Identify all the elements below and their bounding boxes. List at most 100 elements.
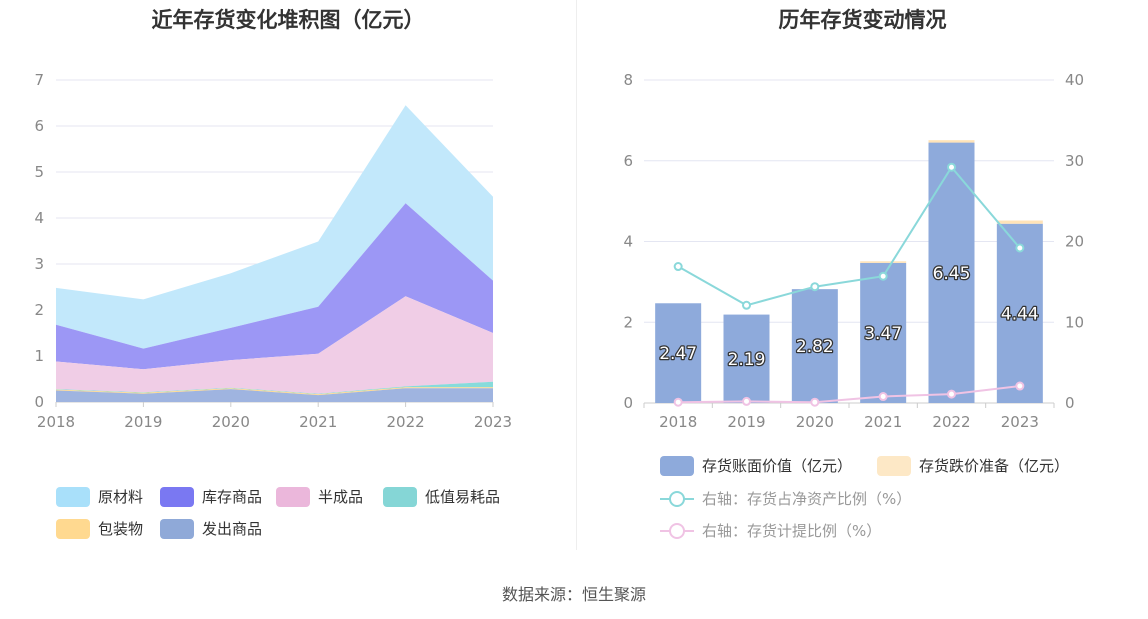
line-point: [1015, 243, 1025, 253]
y2-tick-label: 0: [1065, 394, 1075, 412]
x-tick-label: 2022: [387, 413, 425, 431]
bar-存货账面价值（亿元）: [860, 262, 907, 403]
legend-item[interactable]: 右轴：存货计提比例（%）: [660, 520, 881, 541]
stacked-area-chart-panel: 近年存货变化堆积图（亿元） 0 1 2 3 4 5 6 7 2018 2019 2020 2021 20…: [0, 0, 576, 560]
chart-title: 近年存货变化堆积图（亿元）: [151, 8, 425, 32]
y-tick-label: 6: [34, 117, 44, 135]
bar-存货账面价值（亿元）: [655, 303, 702, 403]
data-source-note: 数据来源：恒生聚源: [501, 585, 646, 604]
y-tick-label: 0: [623, 394, 633, 412]
legend-swatch: [56, 486, 90, 507]
legend-item[interactable]: 右轴：存货占净资产比例（%）: [660, 488, 911, 509]
legend-item[interactable]: 存货账面价值（亿元）: [660, 455, 852, 476]
legend-label: 发出商品: [202, 520, 263, 538]
line-point: [742, 300, 751, 310]
line-point: [673, 397, 683, 407]
x-tick-label: 2021: [864, 413, 902, 431]
y-tick-label: 1: [34, 347, 44, 365]
legend-item[interactable]: 原材料: [56, 486, 143, 507]
area-发出商品: [56, 388, 493, 402]
line-point: [673, 262, 683, 272]
x-tick-label: 2019: [727, 413, 765, 431]
y2-tick-label: 40: [1065, 71, 1084, 89]
y-tick-label: 7: [34, 71, 44, 89]
inventory-bar-line-chart: 0 2 4 6 8 0 10 20 30 40 2018 2019 2020 2021 2022 2023 2.…: [623, 71, 1084, 431]
area-半成品: [56, 296, 493, 394]
area-库存商品: [56, 203, 493, 370]
line-point: [878, 271, 888, 281]
y-tick-label: 2: [623, 313, 633, 331]
area-包装物: [56, 387, 493, 396]
legend-label: 包装物: [98, 520, 144, 538]
inventory-bar-chart-panel: 历年存货变动情况 0 2 4 6 8 0 10 20 30 40 2018 2019 2020 2021 2…: [577, 0, 1148, 560]
legend-label: 存货账面价值（亿元）: [702, 457, 853, 475]
bar-存货账面价值（亿元）: [791, 289, 838, 403]
bar-value-label: 2.47: [659, 344, 697, 364]
panel-divider: [576, 0, 577, 550]
stacked-area-chart: 0 1 2 3 4 5 6 7 2018 2019 2020 2021 2022 2023: [34, 71, 512, 431]
bar-存货跌价准备（亿元）: [996, 220, 1043, 224]
line-point: [1015, 381, 1025, 391]
x-tick-label: 2018: [37, 413, 75, 431]
legend-label: 右轴：存货占净资产比例（%）: [702, 490, 912, 508]
y-tick-label: 6: [623, 152, 633, 170]
x-tick-label: 2019: [124, 413, 162, 431]
line-右轴：存货计提比例（%）: [678, 385, 1020, 404]
x-tick-label: 2023: [1001, 413, 1039, 431]
bar-存货账面价值（亿元）: [723, 314, 770, 403]
line-右轴：存货占净资产比例（%）: [677, 165, 1021, 307]
line-point: [947, 162, 956, 172]
y2-tick-label: 30: [1065, 152, 1084, 170]
y-tick-label: 5: [34, 163, 44, 181]
bar-存货跌价准备（亿元）: [928, 140, 975, 143]
legend-line-icon: [660, 521, 694, 541]
y2-tick-label: 20: [1065, 233, 1084, 251]
bar-存货账面价值（亿元）: [996, 223, 1043, 403]
bar-value-label: 2.82: [796, 337, 834, 357]
legend-line-icon: [660, 489, 694, 509]
y-tick-label: 3: [34, 255, 44, 273]
legend-swatch: [660, 455, 694, 476]
legend-swatch: [877, 455, 911, 476]
legend-swatch: [56, 518, 90, 539]
legend-swatch: [160, 486, 194, 507]
bar-value-label: 3.47: [864, 324, 902, 344]
y2-tick-label: 10: [1065, 313, 1084, 331]
line-point: [810, 397, 820, 407]
legend-item[interactable]: 库存商品: [160, 486, 262, 507]
bar-value-label: 6.45: [933, 264, 971, 284]
x-tick-label: 2020: [796, 413, 834, 431]
x-tick-label: 2022: [932, 413, 970, 431]
y-tick-label: 0: [34, 393, 44, 411]
legend-item[interactable]: 半成品: [276, 486, 363, 507]
legend-label: 右轴：存货计提比例（%）: [702, 522, 882, 540]
y-tick-label: 4: [623, 233, 633, 251]
line-point: [810, 282, 820, 292]
x-tick-label: 2021: [299, 413, 337, 431]
y-tick-label: 8: [623, 71, 633, 89]
bar-value-label: 2.19: [728, 350, 766, 370]
chart-title: 历年存货变动情况: [778, 8, 947, 32]
bar-存货跌价准备（亿元）: [860, 261, 907, 263]
legend-label: 半成品: [318, 488, 364, 506]
y-tick-label: 2: [34, 301, 44, 319]
legend-item[interactable]: 低值易耗品: [383, 486, 500, 507]
line-point: [742, 396, 751, 406]
area-原材料: [56, 105, 493, 349]
legend-swatch: [383, 486, 417, 507]
legend-swatch: [160, 518, 194, 539]
legend-label: 低值易耗品: [425, 488, 501, 506]
legend-item[interactable]: 存货跌价准备（亿元）: [877, 455, 1069, 476]
legend-label: 存货跌价准备（亿元）: [919, 457, 1070, 475]
legend-swatch: [276, 486, 310, 507]
y-tick-label: 4: [34, 209, 44, 227]
x-tick-label: 2023: [474, 413, 512, 431]
line-point: [878, 392, 888, 402]
legend-item[interactable]: 包装物: [56, 518, 143, 539]
line-point: [947, 389, 956, 399]
legend-label: 库存商品: [202, 488, 263, 506]
legend-label: 原材料: [98, 488, 144, 506]
legend-item[interactable]: 发出商品: [160, 518, 262, 539]
x-tick-label: 2020: [212, 413, 250, 431]
x-tick-label: 2018: [659, 413, 697, 431]
